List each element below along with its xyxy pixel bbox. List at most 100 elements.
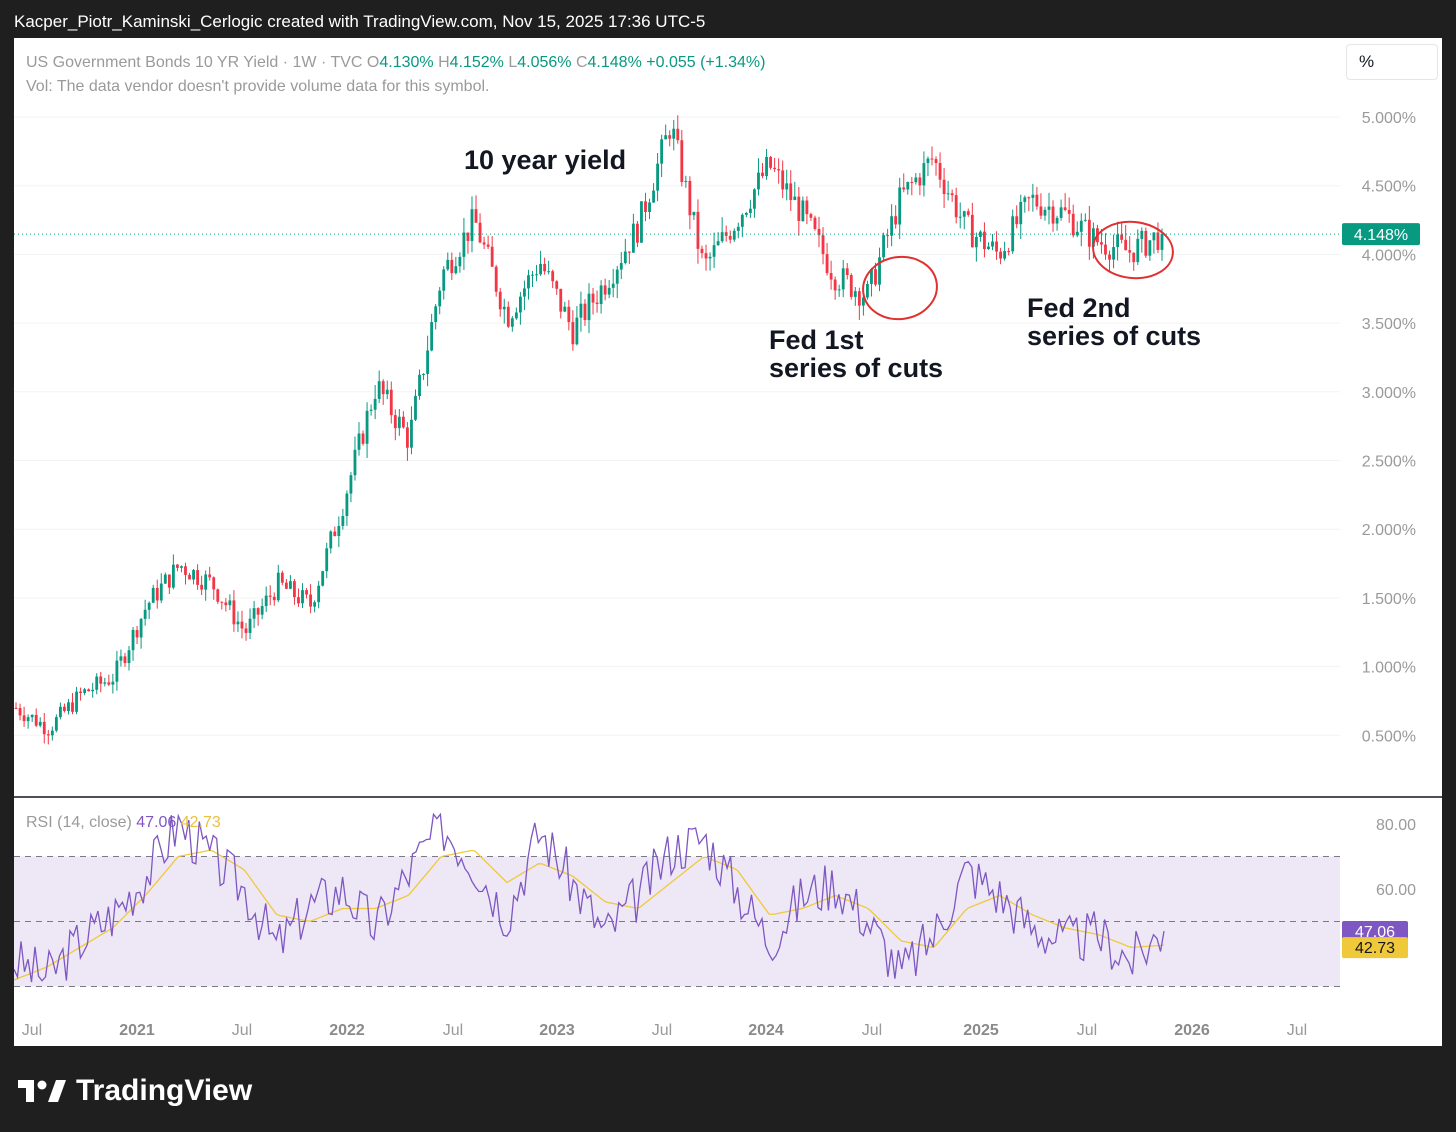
candle-body	[680, 140, 684, 182]
rsi-value: 47.06	[136, 814, 177, 831]
candle-body	[373, 398, 377, 410]
candle-body	[712, 245, 716, 257]
candle-body	[789, 183, 793, 201]
candle-body	[200, 584, 204, 590]
candle-body	[954, 195, 958, 218]
candle-body	[615, 269, 619, 284]
candle-body	[224, 602, 228, 606]
candle-body	[434, 306, 438, 323]
candle-body	[708, 256, 712, 259]
candle-body	[30, 714, 34, 718]
candle-body	[284, 582, 288, 589]
candle-body	[716, 241, 720, 246]
candle-body	[648, 202, 651, 212]
candle-body	[946, 193, 950, 195]
candle-body	[1128, 250, 1132, 253]
high-value: 4.152%	[449, 54, 504, 71]
candle-body	[1011, 216, 1015, 252]
candle-body	[462, 232, 466, 257]
candle-body	[1023, 197, 1027, 202]
candle-body	[728, 235, 732, 240]
candle-body	[1087, 219, 1091, 247]
candle-body	[740, 214, 744, 227]
candle-body	[902, 187, 906, 190]
candle-body	[184, 566, 187, 575]
candle-body	[696, 211, 700, 249]
candle-body	[1031, 194, 1035, 198]
candle-body	[1043, 209, 1047, 216]
percent-scale-button[interactable]: %	[1346, 44, 1438, 80]
candle-body	[385, 389, 389, 395]
candle-body	[664, 135, 668, 140]
candle-body	[248, 618, 252, 633]
symbol-title: US Government Bonds 10 YR Yield · 1W · T…	[26, 54, 363, 71]
candle-body	[478, 222, 482, 243]
candle-body	[442, 269, 446, 291]
candle-body	[781, 170, 785, 190]
candle-body	[942, 179, 946, 195]
candle-body	[1160, 234, 1164, 250]
chart-frame: 5.000% 4.500% 4.000% 3.500% 3.000% 2.500% 2.00…	[14, 38, 1442, 1046]
candle-body	[301, 590, 304, 604]
open-label: O	[366, 54, 380, 71]
time-axis-label: Jul	[862, 1022, 882, 1039]
candle-body	[365, 410, 369, 444]
candle-body	[761, 172, 764, 177]
candle-body	[603, 285, 607, 295]
candle-body	[341, 516, 345, 526]
candle-body	[321, 571, 325, 586]
candle-body	[627, 251, 631, 253]
candle-body	[970, 214, 974, 248]
candle-body	[1003, 251, 1007, 259]
candle-body	[99, 676, 103, 684]
candle-body	[123, 656, 127, 664]
candle-body	[1108, 254, 1111, 260]
candle-body	[926, 158, 930, 164]
candle-body	[797, 196, 801, 221]
candle-body	[527, 275, 530, 289]
candle-body	[1124, 239, 1128, 251]
candle-body	[1007, 251, 1011, 253]
rsi-ma-badge	[1342, 937, 1408, 959]
candle-body	[115, 660, 119, 682]
candle-body	[46, 734, 50, 736]
candle-body	[1152, 232, 1156, 241]
candle-body	[644, 201, 647, 212]
candles-group	[14, 115, 1164, 745]
candle-body	[1140, 230, 1144, 239]
candle-body	[228, 600, 232, 606]
candle-body	[490, 246, 494, 267]
candle-body	[930, 158, 934, 160]
candle-body	[777, 169, 781, 171]
candle-body	[1091, 228, 1095, 247]
candle-body	[1079, 220, 1083, 232]
candle-body	[1075, 231, 1079, 236]
candle-body	[857, 291, 861, 306]
candle-body	[450, 259, 454, 274]
candle-body	[236, 621, 240, 625]
candle-body	[131, 629, 135, 651]
candle-body	[1144, 230, 1148, 256]
time-axis-label: 2024	[748, 1022, 784, 1039]
candle-body	[894, 216, 898, 225]
tradingview-logo: TradingView	[18, 1074, 252, 1108]
candle-body	[393, 415, 397, 429]
candle-body	[732, 230, 736, 240]
candle-body	[1019, 201, 1023, 225]
candle-body	[176, 564, 179, 568]
candle-body	[748, 208, 752, 213]
candle-body	[276, 572, 280, 601]
price-axis-label: 4.000%	[1362, 247, 1416, 264]
candle-body	[995, 241, 998, 252]
candle-body	[910, 182, 914, 184]
chart-credit: Kacper_Piotr_Kaminski_Cerlogic created w…	[14, 12, 706, 31]
candle-body	[845, 268, 849, 276]
candle-body	[769, 156, 772, 168]
chart-canvas[interactable]: 5.000% 4.500% 4.000% 3.500% 3.000% 2.500% 2.00…	[14, 38, 1442, 1046]
candle-body	[688, 180, 692, 216]
time-axis-label: 2022	[329, 1022, 365, 1039]
candle-body	[502, 306, 506, 310]
candle-body	[870, 269, 873, 284]
candle-body	[656, 163, 660, 191]
candle-body	[410, 419, 413, 448]
